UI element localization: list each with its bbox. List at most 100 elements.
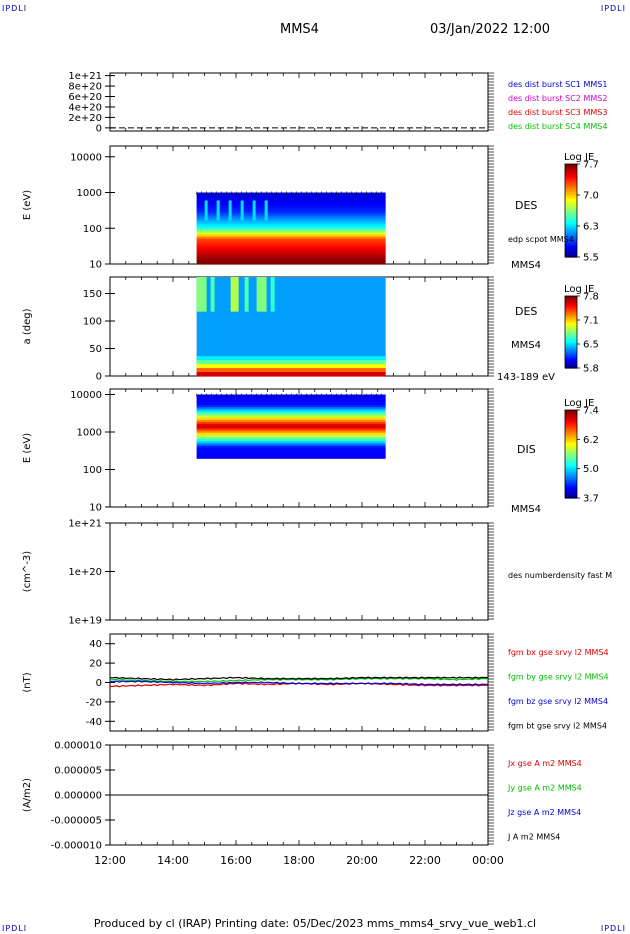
corner-label-top-left: IPDLI — [2, 4, 28, 13]
current-ytick-4: -0.000010 — [51, 841, 102, 852]
current-ytick-3: -0.000005 — [51, 816, 102, 827]
dis-energy-colorbar-tick-2: 5.0 — [583, 464, 599, 475]
density-legend-1: des numberdensity fast M — [508, 571, 612, 580]
panel-right-ticks-1 — [488, 72, 494, 131]
fgm-series-bt — [109, 676, 489, 681]
des-energy-instrument-label: DES — [515, 199, 537, 212]
des-energy-colorbar-title: Log JE — [564, 152, 594, 163]
density-ytick-2: 1e+19 — [68, 616, 102, 627]
des-pitch-ylabel: a (deg) — [22, 308, 33, 344]
burst-ytick-2: 6e+20 — [68, 92, 102, 103]
xaxis-tick-5: 22:00 — [409, 854, 441, 867]
des-pitch-colorbar-tick-1: 7.1 — [583, 316, 599, 327]
fgm-ylabel: (nT) — [22, 672, 33, 692]
fgm-legend-4: fgm bt gse srvy l2 MMS4 — [508, 722, 607, 731]
des-pitch-colorbar: Log JE7.8 7.1 6.5 5.8 — [564, 284, 599, 375]
des-pitch-instrument-label: DES — [515, 305, 537, 318]
fgm-series-by — [110, 677, 489, 683]
panel-right-ticks-7 — [488, 744, 494, 845]
fgm-legend-3: fgm bz gse srvy l2 MMS4 — [508, 697, 608, 706]
current-ytick-0: 0.000010 — [54, 741, 102, 752]
burst-legend-3: des dist burst SC3 MMS3 — [508, 108, 607, 117]
footer-info: Produced by cl (IRAP) Printing date: 05/… — [93, 917, 537, 930]
density-ylabel: (cm^-3) — [22, 551, 33, 592]
density-ytick-1: 1e+20 — [68, 567, 102, 578]
burst-ytick-1: 8e+20 — [68, 82, 102, 93]
fgm-series-bz — [110, 680, 489, 686]
des-pitch-colorbar-tick-3: 5.8 — [583, 364, 599, 375]
des-energy-colorbar-tick-0: 7.7 — [583, 160, 599, 171]
panel-right-ticks-6 — [488, 633, 494, 731]
dis-energy-ytick-1: 1000 — [77, 427, 102, 438]
dis-energy-colorbar-tick-1: 6.2 — [583, 435, 599, 446]
des-energy-ytick-1: 1000 — [77, 188, 102, 199]
fgm-ytick-1: 20 — [89, 659, 102, 670]
spacecraft-title: MMS4 — [280, 22, 319, 37]
dis-energy-ytick-0: 10000 — [70, 390, 102, 401]
burst-ytick-4: 2e+20 — [68, 113, 102, 124]
des-pitch-ytick-0: 150 — [83, 289, 102, 300]
xaxis-tick-4: 20:00 — [346, 854, 378, 867]
burst-legend-2: des dist burst SC2 MMS2 — [508, 94, 607, 103]
panel-x-ticks-6 — [109, 634, 489, 731]
dis-energy-colorbar-tick-3: 3.7 — [583, 494, 599, 505]
des-energy-spectrogram — [196, 191, 386, 265]
xaxis-tick-6: 00:00 — [472, 854, 504, 867]
des-energy-ytick-2: 100 — [83, 224, 102, 235]
current-legend-3: Jz gse A m2 MMS4 — [507, 808, 581, 817]
dis-energy-spacecraft-label: MMS4 — [511, 504, 541, 515]
des-energy-ytick-3: 10 — [89, 260, 102, 271]
panel-frame-1 — [109, 72, 489, 132]
panel-x-ticks-7 — [109, 745, 489, 845]
des-energy-colorbar-tick-3: 5.5 — [583, 253, 599, 264]
des-pitch-spectrogram — [196, 277, 386, 377]
panel-x-ticks-5 — [109, 523, 489, 620]
des-pitch-ytick-1: 100 — [83, 317, 102, 328]
des-pitch-colorbar-title: Log JE — [564, 284, 594, 295]
current-legend-2: Jy gse A m2 MMS4 — [507, 784, 582, 793]
fgm-ytick-3: -20 — [86, 697, 102, 708]
panel-right-ticks-4 — [488, 388, 494, 507]
fgm-legend-1: fgm bx gse srvy l2 MMS4 — [508, 648, 609, 657]
dis-energy-colorbar: Log JE7.4 6.2 5.0 3.7 — [564, 398, 599, 505]
current-legend-1: Jx gse A m2 MMS4 — [507, 759, 582, 768]
current-ytick-2: 0.000000 — [54, 791, 102, 802]
des-energy-overlay-label: edp scpot MMS4 — [508, 235, 574, 244]
panel-right-ticks-5 — [488, 522, 494, 620]
dis-energy-ytick-3: 10 — [89, 503, 102, 514]
des-pitch-colorbar-tick-2: 6.5 — [583, 340, 599, 351]
dis-energy-ytick-2: 100 — [83, 465, 102, 476]
des-energy-colorbar-tick-2: 6.3 — [583, 222, 599, 233]
panel-right-ticks-2 — [488, 145, 494, 264]
burst-ytick-3: 4e+20 — [68, 102, 102, 113]
panel-x-ticks-4 — [109, 389, 489, 507]
des-pitch-energy-band-label: 143-189 eV — [497, 372, 555, 383]
dis-energy-instrument-label: DIS — [517, 443, 536, 456]
fgm-ytick-2: 0 — [96, 678, 102, 689]
corner-label-bottom-right: IPDLI — [600, 924, 626, 933]
panel-frame-5 — [109, 522, 489, 621]
des-pitch-spacecraft-label: MMS4 — [511, 340, 541, 351]
corner-label-bottom-left: IPDLI — [2, 924, 28, 933]
des-pitch-ytick-3: 0 — [96, 372, 102, 383]
des-energy-colorbar-tick-1: 7.0 — [583, 191, 599, 202]
des-energy-colorbar: Log JE7.7 7.0 6.3 5.5 — [564, 152, 599, 264]
xaxis-tick-0: 12:00 — [94, 854, 126, 867]
date-time-title: 03/Jan/2022 12:00 — [430, 22, 551, 37]
fgm-ytick-0: 40 — [89, 639, 102, 650]
des-energy-ytick-0: 10000 — [70, 152, 102, 163]
des-pitch-ytick-2: 50 — [89, 344, 102, 355]
des-energy-spacecraft-label: MMS4 — [511, 260, 541, 271]
current-ylabel: (A/m2) — [22, 778, 33, 812]
panel-x-ticks-1 — [109, 73, 489, 131]
burst-legend-1: des dist burst SC1 MMS1 — [508, 80, 607, 89]
density-ytick-0: 1e+21 — [68, 519, 102, 530]
burst-ytick-0: 1e+21 — [68, 71, 102, 82]
dis-energy-colorbar-title: Log JE — [564, 398, 594, 409]
dis-energy-spectrogram — [196, 393, 386, 459]
des-energy-ylabel: E (eV) — [22, 190, 33, 220]
panel-right-ticks-3 — [488, 276, 494, 377]
current-legend-4: J A m2 MMS4 — [507, 833, 560, 842]
dis-energy-colorbar-tick-0: 7.4 — [583, 406, 599, 417]
